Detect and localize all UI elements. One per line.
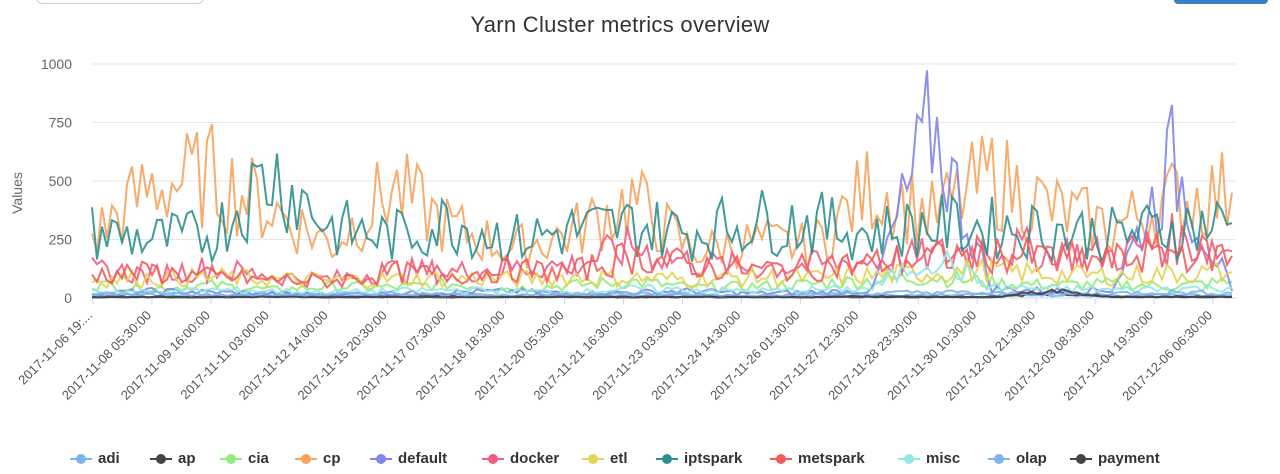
y-tick-label: 1000: [41, 56, 72, 72]
chart-legend: adi ap cia cp default docker etl iptspark metspa…: [70, 448, 1230, 474]
legend-item-default[interactable]: default: [370, 450, 447, 467]
legend-symbol: [898, 453, 920, 465]
legend-item-etl[interactable]: etl: [582, 450, 628, 467]
legend-symbol: [582, 453, 604, 465]
legend-label: default: [398, 450, 448, 467]
series-line-misc: [91, 248, 1233, 296]
legend-item-misc[interactable]: misc: [898, 450, 960, 467]
y-tick-label: 750: [49, 115, 73, 131]
legend-label: cia: [248, 450, 269, 467]
y-tick-label: 250: [49, 232, 73, 248]
legend-label: iptspark: [684, 450, 743, 467]
legend-item-cia[interactable]: cia: [220, 450, 269, 467]
legend-label: adi: [98, 450, 120, 467]
legend-item-payment[interactable]: payment: [1070, 450, 1160, 467]
legend-symbol: [770, 453, 792, 465]
legend-label: cp: [323, 450, 341, 467]
legend-symbol: [370, 453, 392, 465]
legend-label: metspark: [798, 450, 865, 467]
legend-item-metspark[interactable]: metspark: [770, 450, 865, 467]
legend-symbol: [988, 453, 1010, 465]
y-axis-title: Values: [9, 172, 25, 214]
legend-symbol: [1070, 453, 1092, 465]
y-tick-label: 0: [64, 290, 72, 306]
legend-label: docker: [510, 450, 560, 467]
legend-symbol: [295, 453, 317, 465]
chart-title: Yarn Cluster metrics overview: [470, 12, 770, 37]
top-action-button[interactable]: [1174, 0, 1268, 4]
legend-item-docker[interactable]: docker: [482, 450, 559, 467]
legend-item-adi[interactable]: adi: [70, 450, 120, 467]
legend-label: etl: [610, 450, 628, 467]
legend-label: payment: [1098, 450, 1160, 467]
legend-symbol: [70, 453, 92, 465]
legend-item-olap[interactable]: olap: [988, 450, 1047, 467]
series-line-docker: [91, 213, 1233, 289]
y-tick-label: 500: [49, 173, 73, 189]
legend-item-cp[interactable]: cp: [295, 450, 341, 467]
legend-item-iptspark[interactable]: iptspark: [656, 450, 742, 467]
legend-item-ap[interactable]: ap: [150, 450, 196, 467]
legend-symbol: [220, 453, 242, 465]
legend-label: olap: [1016, 450, 1047, 467]
legend-label: ap: [178, 450, 196, 467]
legend-symbol: [656, 453, 678, 465]
legend-overflow-row: [70, 470, 1230, 474]
legend-symbol: [482, 453, 504, 465]
legend-symbol: [150, 453, 172, 465]
series-line-default: [91, 70, 1233, 298]
legend-label: misc: [926, 450, 961, 467]
series-line-metspark: [91, 233, 1233, 290]
series-line-payment: [91, 288, 1233, 299]
